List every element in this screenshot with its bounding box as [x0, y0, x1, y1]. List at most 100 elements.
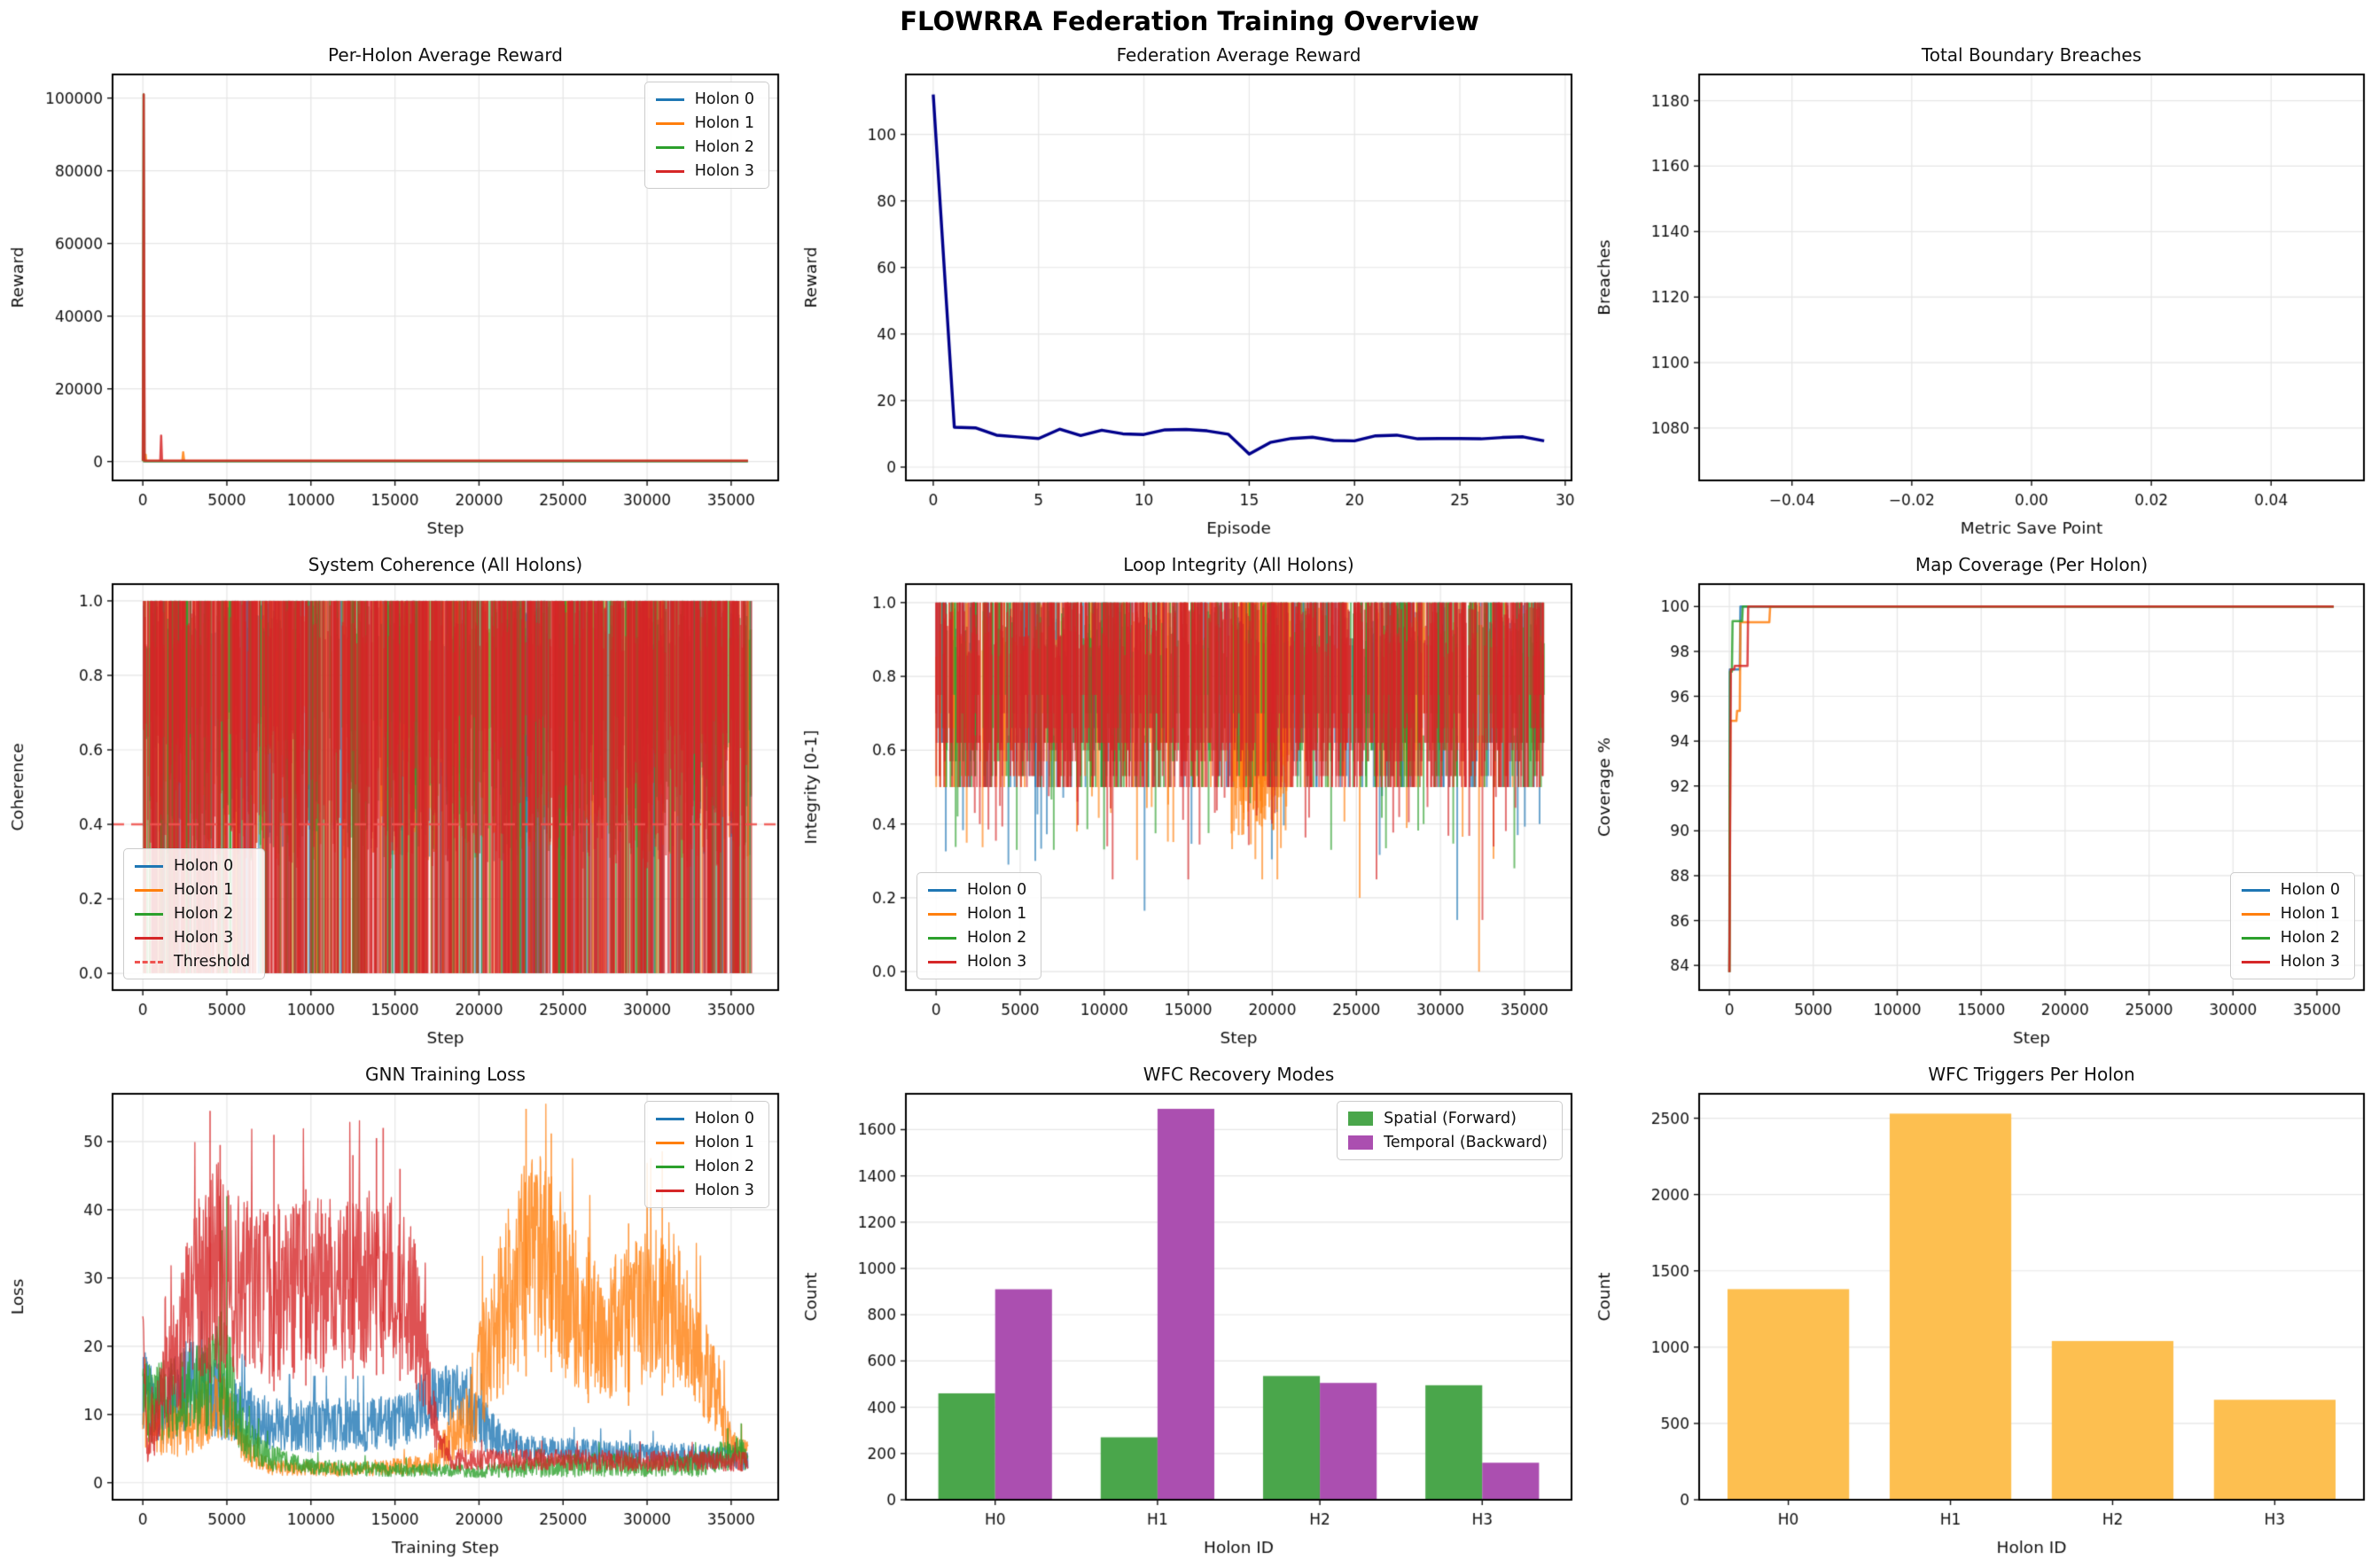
legend-label: Holon 2: [2280, 929, 2340, 947]
legend-item: Holon 3: [928, 953, 1026, 971]
legend-label: Holon 1: [2280, 905, 2340, 923]
chart-cell-total-boundary-breaches: Total Boundary Breaches: [1587, 39, 2379, 549]
legend-item: Holon 2: [135, 905, 250, 923]
chart-canvas-wfc-triggers-per-holon: [1587, 1058, 2379, 1568]
legend-label: Holon 2: [967, 929, 1027, 947]
chart-title-wfc-recovery-modes: WFC Recovery Modes: [1143, 1064, 1335, 1085]
legend-label: Holon 1: [174, 881, 234, 899]
legend-item: Holon 1: [2241, 905, 2340, 923]
legend-item: Holon 3: [655, 1182, 754, 1199]
legend-item: Holon 1: [928, 905, 1026, 923]
chart-cell-wfc-triggers-per-holon: WFC Triggers Per Holon: [1587, 1058, 2379, 1568]
legend-swatch-line-icon: [655, 98, 684, 101]
legend-label: Temporal (Backward): [1384, 1134, 1548, 1151]
chart-cell-federation-average-reward: Federation Average Reward: [793, 39, 1587, 549]
legend-item: Holon 0: [655, 1110, 754, 1127]
legend-label: Holon 2: [694, 138, 754, 156]
legend-swatch-line-icon: [655, 145, 684, 149]
legend-label: Holon 1: [967, 905, 1027, 923]
chart-title-system-coherence: System Coherence (All Holons): [308, 554, 583, 575]
chart-cell-system-coherence: System Coherence (All Holons) Holon 0 Hol…: [0, 549, 793, 1058]
legend-label: Holon 3: [694, 162, 754, 180]
legend-swatch-line-icon: [135, 864, 163, 868]
legend-item: Holon 3: [135, 929, 250, 947]
figure-suptitle: FLOWRRA Federation Training Overview: [900, 6, 1479, 36]
legend-label: Holon 0: [694, 1110, 754, 1127]
legend-label: Holon 3: [2280, 953, 2340, 971]
legend-per-holon-average-reward: Holon 0 Holon 1 Holon 2 Holon 3: [644, 82, 769, 189]
legend-map-coverage: Holon 0 Holon 1 Holon 2 Holon 3: [2229, 872, 2355, 979]
chart-title-federation-average-reward: Federation Average Reward: [1116, 44, 1361, 66]
chart-canvas-total-boundary-breaches: [1587, 39, 2379, 549]
legend-swatch-line-icon: [655, 1165, 684, 1168]
chart-cell-loop-integrity: Loop Integrity (All Holons) Holon 0 Holon…: [793, 549, 1587, 1058]
legend-swatch-line-icon: [655, 1189, 684, 1192]
legend-swatch-line-icon: [655, 121, 684, 125]
legend-label: Holon 0: [694, 90, 754, 108]
legend-label: Holon 3: [174, 929, 234, 947]
legend-swatch-line-icon: [135, 960, 163, 963]
legend-item: Holon 3: [655, 162, 754, 180]
legend-item: Holon 1: [135, 881, 250, 899]
legend-label: Spatial (Forward): [1384, 1110, 1517, 1127]
legend-swatch-line-icon: [135, 888, 163, 892]
legend-item: Holon 2: [2241, 929, 2340, 947]
legend-item: Holon 2: [655, 1158, 754, 1175]
legend-swatch-line-icon: [135, 912, 163, 916]
legend-item: Threshold: [135, 953, 250, 971]
legend-loop-integrity: Holon 0 Holon 1 Holon 2 Holon 3: [916, 872, 1042, 979]
legend-item: Temporal (Backward): [1348, 1134, 1548, 1151]
legend-label: Holon 0: [174, 857, 234, 875]
legend-item: Holon 0: [2241, 881, 2340, 899]
chart-title-gnn-training-loss: GNN Training Loss: [365, 1064, 526, 1085]
chart-canvas-federation-average-reward: [793, 39, 1587, 549]
legend-item: Holon 0: [135, 857, 250, 875]
legend-swatch-line-icon: [2241, 912, 2270, 916]
chart-canvas-loop-integrity: [793, 549, 1587, 1058]
legend-swatch-line-icon: [928, 912, 956, 916]
legend-swatch-line-icon: [135, 936, 163, 940]
legend-item: Holon 3: [2241, 953, 2340, 971]
legend-item: Holon 2: [928, 929, 1026, 947]
legend-swatch-line-icon: [2241, 888, 2270, 892]
chart-title-map-coverage: Map Coverage (Per Holon): [1915, 554, 2149, 575]
legend-item: Spatial (Forward): [1348, 1110, 1548, 1127]
legend-swatch-rect-icon: [1348, 1112, 1374, 1126]
chart-title-total-boundary-breaches: Total Boundary Breaches: [1921, 44, 2142, 66]
legend-gnn-training-loss: Holon 0 Holon 1 Holon 2 Holon 3: [644, 1101, 769, 1208]
chart-title-wfc-triggers-per-holon: WFC Triggers Per Holon: [1928, 1064, 2135, 1085]
legend-label: Holon 3: [694, 1182, 754, 1199]
legend-label: Holon 0: [2280, 881, 2340, 899]
legend-label: Holon 1: [694, 1134, 754, 1151]
chart-title-per-holon-average-reward: Per-Holon Average Reward: [328, 44, 563, 66]
legend-item: Holon 0: [928, 881, 1026, 899]
legend-wfc-recovery-modes: Spatial (Forward) Temporal (Backward): [1337, 1101, 1563, 1160]
legend-label: Holon 2: [694, 1158, 754, 1175]
legend-swatch-line-icon: [928, 888, 956, 892]
legend-swatch-line-icon: [2241, 960, 2270, 963]
legend-swatch-line-icon: [928, 960, 956, 963]
legend-item: Holon 1: [655, 114, 754, 132]
legend-swatch-rect-icon: [1348, 1135, 1374, 1150]
legend-swatch-line-icon: [655, 1141, 684, 1144]
legend-system-coherence: Holon 0 Holon 1 Holon 2 Holon 3 Threshold: [123, 848, 266, 979]
legend-swatch-line-icon: [928, 936, 956, 940]
chart-canvas-map-coverage: [1587, 549, 2379, 1058]
legend-item: Holon 1: [655, 1134, 754, 1151]
legend-label: Holon 2: [174, 905, 234, 923]
legend-swatch-line-icon: [655, 169, 684, 173]
legend-label: Holon 1: [694, 114, 754, 132]
chart-cell-wfc-recovery-modes: WFC Recovery Modes Spatial (Forward) Temp…: [793, 1058, 1587, 1568]
legend-swatch-line-icon: [2241, 936, 2270, 940]
legend-item: Holon 0: [655, 90, 754, 108]
legend-label: Threshold: [174, 953, 251, 971]
legend-label: Holon 0: [967, 881, 1027, 899]
chart-canvas-system-coherence: [0, 549, 793, 1058]
legend-item: Holon 2: [655, 138, 754, 156]
chart-title-loop-integrity: Loop Integrity (All Holons): [1123, 554, 1354, 575]
legend-label: Holon 3: [967, 953, 1027, 971]
